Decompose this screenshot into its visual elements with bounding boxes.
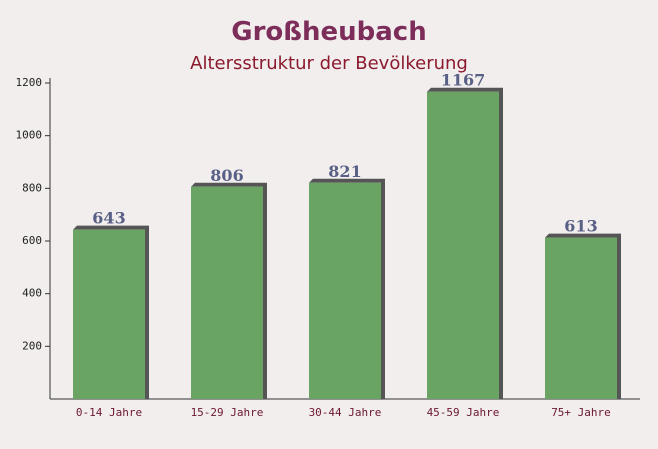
bar (545, 237, 617, 399)
x-tick-label: 0-14 Jahre (76, 406, 142, 419)
value-label: 806 (210, 166, 243, 185)
value-label: 613 (564, 217, 597, 236)
y-tick-label: 800 (22, 181, 42, 194)
x-tick-label: 30-44 Jahre (309, 406, 382, 419)
x-tick-label: 75+ Jahre (551, 406, 611, 419)
value-label: 821 (328, 162, 361, 181)
value-label: 1167 (441, 71, 486, 90)
value-label: 643 (92, 209, 125, 228)
x-tick-label: 15-29 Jahre (191, 406, 264, 419)
y-tick-label: 600 (22, 234, 42, 247)
bar (309, 182, 381, 399)
bar (191, 186, 263, 399)
chart-title: Großheubach (231, 17, 426, 47)
chart-subtitle: Altersstruktur der Bevölkerung (190, 53, 468, 74)
y-tick-label: 1000 (16, 129, 43, 142)
y-tick-label: 400 (22, 287, 42, 300)
bar (73, 229, 145, 399)
y-tick-label: 1200 (16, 76, 43, 89)
bar (427, 91, 499, 399)
x-tick-label: 45-59 Jahre (427, 406, 500, 419)
y-tick-label: 200 (22, 339, 42, 352)
